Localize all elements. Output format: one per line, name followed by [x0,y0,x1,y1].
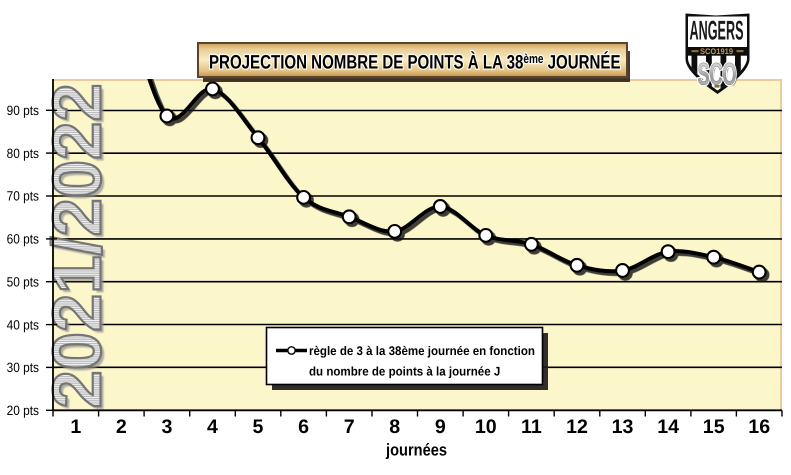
svg-text:4: 4 [207,416,218,438]
svg-text:1: 1 [70,416,81,438]
svg-text:ANGERS: ANGERS [690,16,744,46]
svg-text:8: 8 [389,416,400,438]
svg-text:11: 11 [521,416,542,438]
svg-text:2: 2 [116,416,127,438]
svg-text:PROJECTION NOMBRE DE POINTS À: PROJECTION NOMBRE DE POINTS À LA 38ème J… [209,51,621,74]
svg-text:13: 13 [612,416,634,438]
svg-text:règle de 3 à la 38ème journée: règle de 3 à la 38ème journée en fonctio… [309,344,535,358]
svg-text:40 pts: 40 pts [7,317,40,332]
svg-text:SCO1919: SCO1919 [700,47,734,56]
svg-text:du nombre de points à la journ: du nombre de points à la journée J [309,365,500,379]
svg-text:2021/2022: 2021/2022 [39,83,116,408]
svg-text:5: 5 [253,416,264,438]
svg-text:PROJECTION NOMBRE DE POINTS À: PROJECTION NOMBRE DE POINTS À LA 38ème J… [209,51,621,74]
svg-text:30 pts: 30 pts [7,360,40,375]
svg-text:50 pts: 50 pts [7,274,40,289]
svg-text:16: 16 [748,416,770,438]
svg-text:6: 6 [298,416,309,438]
svg-text:10: 10 [475,416,497,438]
svg-text:14: 14 [657,416,679,438]
svg-text:80 pts: 80 pts [7,146,40,161]
svg-text:70 pts: 70 pts [7,189,40,204]
svg-text:20 pts: 20 pts [7,403,40,418]
svg-text:3: 3 [161,416,172,438]
svg-text:9: 9 [435,416,446,438]
svg-text:journées: journées [385,441,447,460]
svg-text:90 pts: 90 pts [7,103,40,118]
svg-text:15: 15 [703,416,725,438]
svg-text:2021/2022: 2021/2022 [42,86,119,411]
svg-text:12: 12 [566,416,588,438]
svg-text:60 pts: 60 pts [7,232,40,247]
svg-text:7: 7 [344,416,355,438]
